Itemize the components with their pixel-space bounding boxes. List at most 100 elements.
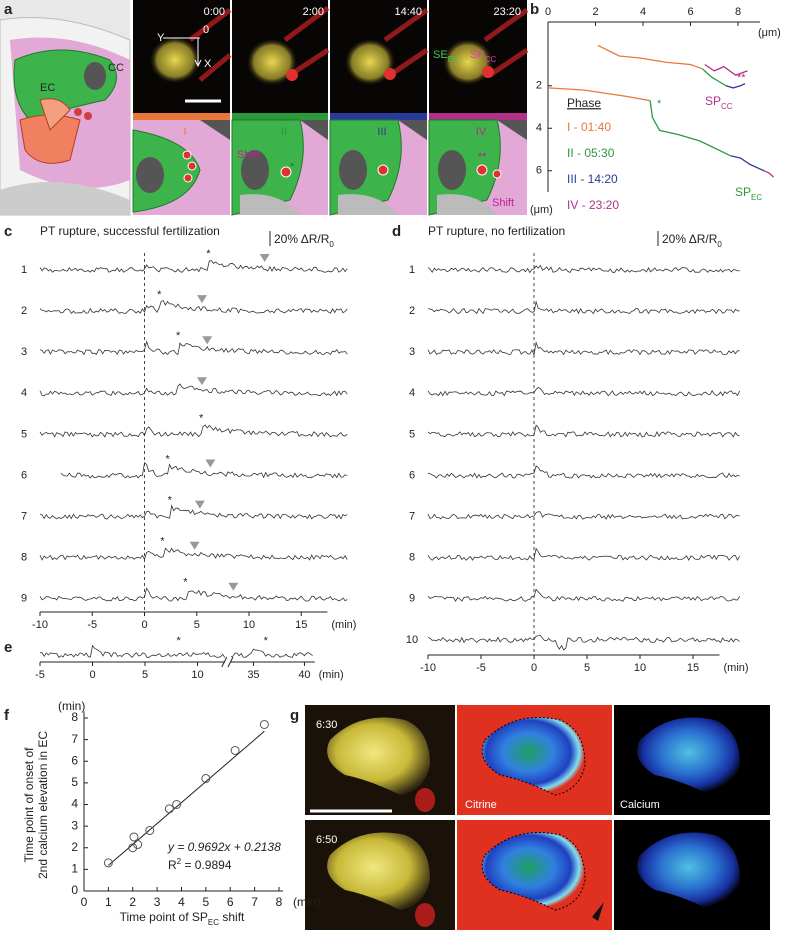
text-part: 2 <box>177 857 182 866</box>
panel-label: f <box>4 707 10 724</box>
y-tick-label: 4 <box>71 797 78 811</box>
trace <box>427 340 740 357</box>
marker-triangle <box>196 295 207 304</box>
star: * <box>206 248 211 260</box>
panel-title: PT rupture, no fertilization <box>428 224 565 238</box>
x-tick-label: 10 <box>634 662 646 674</box>
x-tick-label: 10 <box>243 619 255 631</box>
image-label: Calcium <box>620 799 660 811</box>
axis-unit: (min) <box>319 669 344 681</box>
x-tick-label: 6 <box>227 895 234 909</box>
x-tick-label: 0 <box>81 895 88 909</box>
x-tick-label: 4 <box>640 6 646 18</box>
time-label: 6:50 <box>316 834 337 846</box>
marker-triangle <box>196 377 207 386</box>
x-tick-label: 35 <box>247 669 259 681</box>
y-tick-label: 7 <box>71 732 78 746</box>
legend-title: Phase <box>567 96 601 110</box>
y-axis-title: Time point of onset of <box>22 747 36 863</box>
text-part: CC <box>721 102 733 111</box>
text-part: SP <box>705 94 721 108</box>
axis-unit: (min) <box>724 662 749 674</box>
r-squared: R2 = 0.9894 <box>168 857 232 873</box>
scale-label: 20% ΔR/R0 <box>274 232 334 248</box>
star: * <box>177 635 182 647</box>
x-tick-label: 6 <box>687 6 693 18</box>
label: Shift <box>492 197 514 209</box>
marker-triangle <box>205 459 216 468</box>
row-label: 1 <box>409 264 415 276</box>
label: SPCC <box>705 94 733 110</box>
panel-label: d <box>392 223 401 240</box>
x-tick-label: 15 <box>687 662 699 674</box>
time-label: 14:40 <box>394 6 422 18</box>
axis-unit: (min) <box>293 895 320 909</box>
trace <box>427 511 740 520</box>
trace <box>39 547 348 561</box>
equation: y = 0.9692x + 0.2138 <box>167 840 281 854</box>
star: * <box>199 412 204 424</box>
point <box>259 719 269 729</box>
x-tick-label: 0 <box>545 6 551 18</box>
fit-line <box>108 730 265 866</box>
trace <box>427 264 740 274</box>
trace <box>427 424 740 438</box>
trace <box>427 547 740 562</box>
phase-label: II <box>281 126 287 138</box>
row-label: 5 <box>21 428 27 440</box>
text-part: shift <box>219 910 245 924</box>
panel-label: e <box>4 639 12 656</box>
x-tick-label: 1 <box>105 895 112 909</box>
trace <box>427 588 740 602</box>
trajectory <box>547 44 703 102</box>
panel-title: PT rupture, successful fertilization <box>40 224 220 238</box>
marker-triangle <box>228 582 239 591</box>
row-label: 3 <box>21 346 27 358</box>
text-part: CC <box>485 55 497 64</box>
panel-label: a <box>4 1 13 18</box>
row-label: 2 <box>21 305 27 317</box>
trace <box>39 504 348 520</box>
x-tick-label: 0 <box>89 669 95 681</box>
x-tick-label: -5 <box>87 619 97 631</box>
star: * <box>160 536 165 548</box>
panel-label: c <box>4 223 12 240</box>
label: * <box>657 98 662 110</box>
row-label: 7 <box>21 511 27 523</box>
trace <box>427 300 740 315</box>
time-label: 6:30 <box>316 719 337 731</box>
marker-triangle <box>194 500 205 509</box>
text-part: SP <box>470 49 485 61</box>
time-label: 23:20 <box>493 6 521 18</box>
point <box>103 858 113 868</box>
text-part: 20% ΔR/R <box>274 232 330 246</box>
label: Shift <box>237 149 259 161</box>
axis-label: 0 <box>203 24 209 36</box>
text-part: 20% ΔR/R <box>662 232 718 246</box>
star: * <box>176 330 181 342</box>
star: * <box>166 453 171 465</box>
row-label: 2 <box>409 305 415 317</box>
row-label: 5 <box>409 428 415 440</box>
panel-g-art <box>305 705 770 930</box>
label: * <box>290 161 295 173</box>
trace <box>427 634 740 651</box>
legend-entry: II - 05:30 <box>567 146 615 160</box>
label: ** <box>737 72 746 84</box>
text-part: 0 <box>329 240 334 249</box>
row-label: 4 <box>409 387 415 399</box>
axis-unit: (μm) <box>530 204 553 216</box>
x-axis-title: Time point of SPEC shift <box>120 910 245 926</box>
phase-label: IV <box>476 126 487 138</box>
trace <box>39 300 348 315</box>
point <box>133 840 143 850</box>
label: ** <box>478 151 487 163</box>
star: * <box>264 635 269 647</box>
phase-label: III <box>377 126 386 138</box>
legend-entry: I - 01:40 <box>567 120 611 134</box>
row-label: 6 <box>21 469 27 481</box>
y-tick-label: 3 <box>71 818 78 832</box>
trace <box>60 462 348 479</box>
x-tick-label: 5 <box>194 619 200 631</box>
point <box>128 843 138 853</box>
